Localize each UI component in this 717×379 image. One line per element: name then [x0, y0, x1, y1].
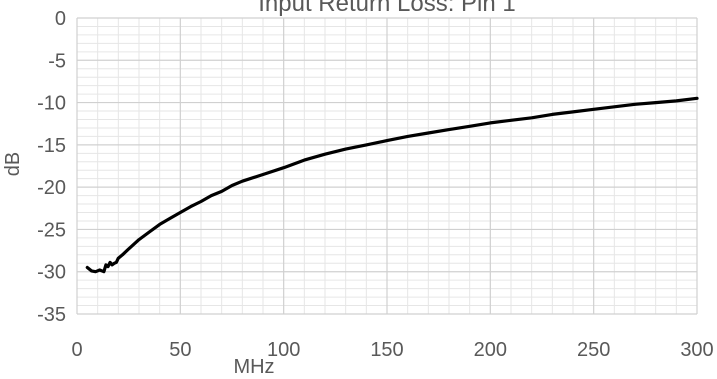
x-tick-label: 300 [680, 339, 713, 361]
axes: 0 50 100 150 200 250 300 0 -5 -10 -15 -20 -25 -30 -35 [37, 8, 714, 361]
series-layer [85, 96, 699, 274]
chart-title: Input Return Loss: Pin 1 [258, 0, 515, 17]
x-tick-label: 50 [169, 339, 191, 361]
x-tick-label: 0 [71, 339, 82, 361]
x-tick-label: 100 [267, 339, 300, 361]
x-axis-label: MHz [233, 356, 274, 374]
y-tick-label: -30 [37, 262, 66, 284]
y-tick-label: -35 [37, 304, 66, 326]
series-line [85, 96, 699, 274]
y-axis-label: dB [2, 152, 24, 176]
y-tick-label: -20 [37, 177, 66, 199]
x-tick-label: 200 [474, 339, 507, 361]
grid [76, 17, 698, 315]
y-tick-label: -15 [37, 135, 66, 157]
x-tick-label: 250 [577, 339, 610, 361]
y-tick-label: 0 [55, 8, 66, 30]
y-tick-label: -10 [37, 93, 66, 115]
y-tick-label: -5 [48, 50, 66, 72]
y-tick-label: -25 [37, 219, 66, 241]
x-tick-label: 150 [370, 339, 403, 361]
